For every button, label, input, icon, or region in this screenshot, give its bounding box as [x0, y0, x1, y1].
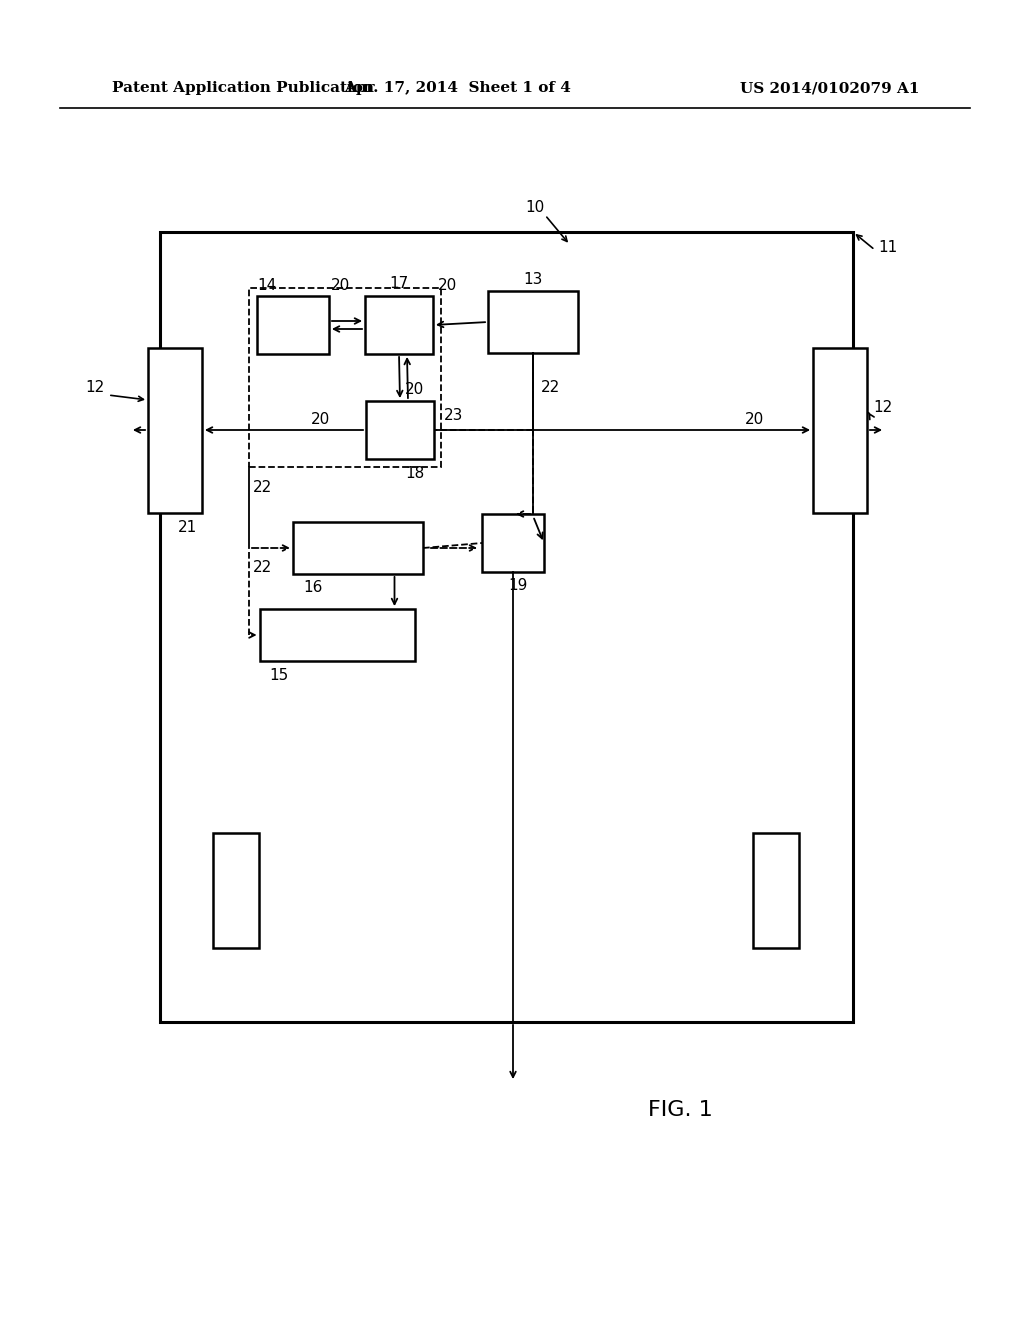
- Bar: [257, 296, 329, 354]
- Text: 17: 17: [389, 276, 409, 292]
- Text: 11: 11: [878, 240, 897, 256]
- Text: 20: 20: [438, 279, 458, 293]
- Text: 14: 14: [257, 279, 276, 293]
- Bar: [259, 609, 415, 661]
- Bar: [366, 401, 434, 459]
- Text: Patent Application Publication: Patent Application Publication: [112, 81, 374, 95]
- Text: 23: 23: [444, 408, 464, 422]
- Text: 22: 22: [253, 479, 272, 495]
- Text: 13: 13: [523, 272, 543, 286]
- Text: 20: 20: [406, 381, 424, 396]
- Bar: [213, 833, 259, 948]
- Text: 20: 20: [331, 279, 350, 293]
- Text: 21: 21: [178, 520, 198, 536]
- Bar: [753, 833, 799, 948]
- Text: 22: 22: [253, 561, 272, 576]
- Bar: [482, 513, 544, 572]
- Text: 19: 19: [508, 578, 527, 594]
- Bar: [148, 347, 202, 512]
- Text: 12: 12: [873, 400, 892, 416]
- Text: 10: 10: [525, 201, 545, 215]
- Text: 22: 22: [541, 380, 560, 396]
- Text: 16: 16: [303, 581, 323, 595]
- Text: 18: 18: [406, 466, 424, 480]
- Bar: [293, 521, 423, 574]
- Text: US 2014/0102079 A1: US 2014/0102079 A1: [740, 81, 920, 95]
- Text: 20: 20: [745, 412, 764, 428]
- Bar: [249, 288, 441, 467]
- Bar: [365, 296, 433, 354]
- Text: FIG. 1: FIG. 1: [647, 1100, 713, 1119]
- Bar: [813, 347, 867, 512]
- Text: 20: 20: [311, 412, 331, 428]
- Bar: [488, 290, 578, 352]
- Text: 15: 15: [269, 668, 289, 682]
- Text: Apr. 17, 2014  Sheet 1 of 4: Apr. 17, 2014 Sheet 1 of 4: [344, 81, 571, 95]
- Bar: [160, 232, 853, 1022]
- Text: 12: 12: [85, 380, 104, 396]
